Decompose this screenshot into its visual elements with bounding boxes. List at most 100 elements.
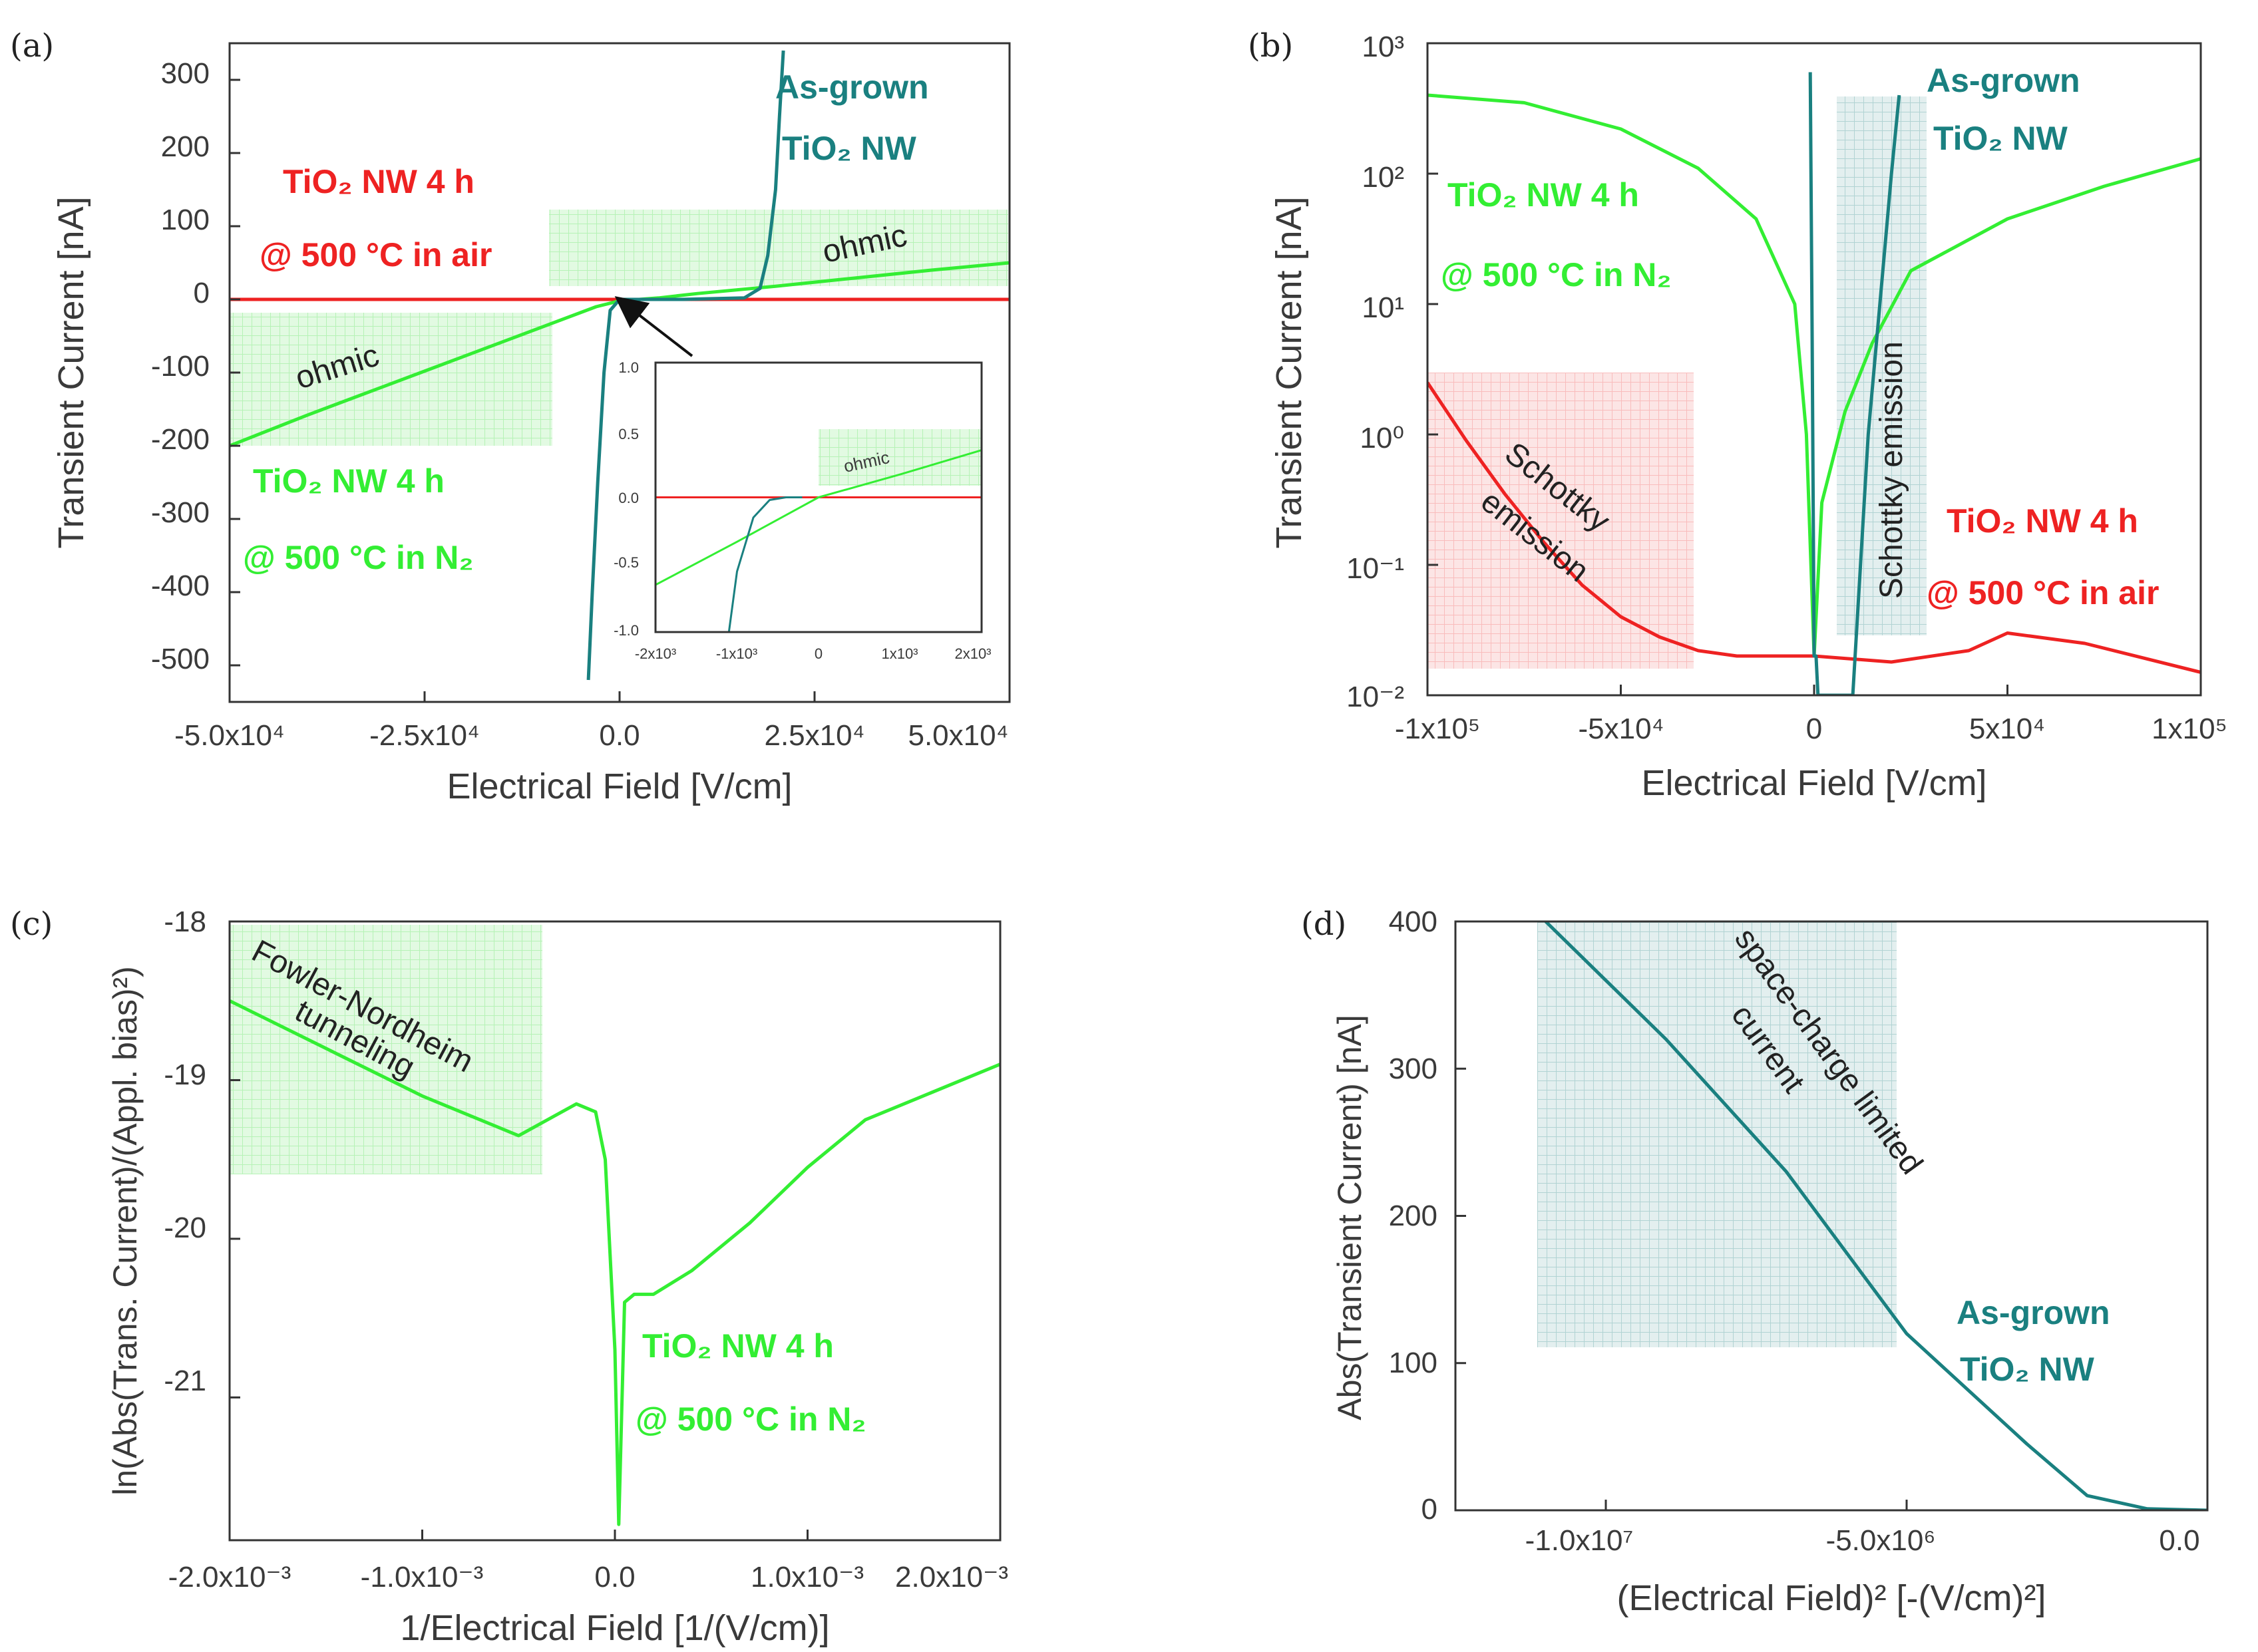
panel-a-ticks bbox=[228, 79, 1011, 702]
d-xtick-0: 0.0 bbox=[2159, 1524, 2199, 1557]
c-ytick-minus20: -20 bbox=[164, 1212, 206, 1244]
a-inset-xtick-2k: 2x10³ bbox=[954, 645, 991, 662]
a-inset-ytick-0.5: 0.5 bbox=[618, 426, 639, 442]
a-ytick-100: 100 bbox=[161, 204, 210, 236]
d-x-axis-label: (Electrical Field)² [-(V/cm)²] bbox=[1617, 1578, 2046, 1618]
panel-a: (a) 300 200 100 0 -100 -200 -300 -400 -5… bbox=[10, 27, 1011, 806]
series-line-as-grown-tio2-nw bbox=[1544, 921, 2207, 1510]
panel-c-ticks bbox=[228, 920, 1002, 1540]
series-line-tio2-nw-4-h-500-c-in-air bbox=[1427, 381, 2201, 674]
b-ytick-1e1: 10¹ bbox=[1362, 291, 1404, 324]
panel-b: (b) 10³ 10² 10¹ 10⁰ 10⁻¹ 10⁻² -1x10⁵ -5x… bbox=[1248, 27, 2227, 803]
b-x-axis-label: Electrical Field [V/cm] bbox=[1641, 763, 1986, 803]
b-label-asgrown-2: TiO₂ NW bbox=[1933, 120, 2068, 157]
a-ytick-0: 0 bbox=[194, 277, 210, 309]
b-ytick-1e3: 10³ bbox=[1362, 31, 1404, 63]
series-line-as-grown bbox=[727, 496, 803, 632]
c-label-n2-1: TiO₂ NW 4 h bbox=[642, 1327, 834, 1365]
b-y-axis-label: Transient Current [nA] bbox=[1269, 196, 1309, 548]
d-xtick-minus1e7: -1.0x10⁷ bbox=[1525, 1524, 1634, 1557]
b-ytick-1e2: 10² bbox=[1362, 161, 1404, 194]
panel-b-ticks bbox=[1426, 42, 2202, 697]
series-line-as-grown-tio2-nw bbox=[586, 50, 785, 681]
a-inset-xtick-minus1k: -1x10³ bbox=[716, 645, 757, 662]
a-ytick-minus400: -400 bbox=[151, 570, 210, 602]
panel-c-curves bbox=[230, 999, 1000, 1526]
c-x-axis-label: 1/Electrical Field [1/(V/cm)] bbox=[400, 1608, 829, 1648]
b-xtick-50k: 5x10⁴ bbox=[1969, 713, 2045, 745]
b-ytick-1e-1: 10⁻¹ bbox=[1346, 552, 1404, 585]
panel-c: (c) -18 -19 -20 -21 -2.0x10⁻³ -1.0x10⁻³ … bbox=[10, 906, 1008, 1648]
b-label-n2-2: @ 500 °C in N₂ bbox=[1441, 256, 1672, 293]
b-ytick-1e0: 10⁰ bbox=[1360, 422, 1404, 454]
d-xtick-minus5e6: -5.0x10⁶ bbox=[1826, 1524, 1936, 1557]
a-label-n2-2: @ 500 °C in N₂ bbox=[243, 539, 474, 576]
ohmic-region-shade-right bbox=[549, 210, 1008, 286]
series-line-n2 bbox=[656, 449, 982, 586]
panel-label-d: (d) bbox=[1301, 906, 1346, 943]
c-label-n2-2: @ 500 °C in N₂ bbox=[636, 1401, 866, 1438]
c-fn-shade bbox=[230, 925, 542, 1174]
a-y-axis-label: Transient Current [nA] bbox=[51, 196, 91, 548]
a-label-n2-1: TiO₂ NW 4 h bbox=[253, 462, 445, 500]
panel-d-ticks bbox=[1455, 920, 2209, 1512]
panel-label-b: (b) bbox=[1248, 27, 1293, 65]
d-ytick-400: 400 bbox=[1389, 906, 1437, 938]
a-xtick-50k: 5.0x10⁴ bbox=[908, 719, 1008, 752]
c-ytick-minus18: -18 bbox=[164, 906, 206, 938]
panel-label-a: (a) bbox=[10, 27, 54, 65]
d-sclc-shade bbox=[1537, 921, 1897, 1347]
a-label-asgrown-1: As-grown bbox=[775, 69, 929, 106]
panel-d-curves bbox=[1544, 921, 2207, 1510]
a-xtick-25k: 2.5x10⁴ bbox=[764, 719, 864, 752]
a-ytick-200: 200 bbox=[161, 130, 210, 163]
a-ytick-300: 300 bbox=[161, 57, 210, 90]
panel-b-curves bbox=[1427, 72, 2201, 695]
a-xtick-minus25k: -2.5x10⁴ bbox=[369, 719, 480, 752]
d-ytick-100: 100 bbox=[1389, 1347, 1437, 1379]
c-xtick-2e-3: 2.0x10⁻³ bbox=[895, 1561, 1008, 1593]
c-ytick-minus21: -21 bbox=[164, 1365, 206, 1397]
c-ytick-minus19: -19 bbox=[164, 1059, 206, 1091]
b-label-asgrown-1: As-grown bbox=[1927, 62, 2080, 99]
c-xtick-minus2e-3: -2.0x10⁻³ bbox=[168, 1561, 291, 1593]
b-ytick-1e-2: 10⁻² bbox=[1346, 681, 1404, 713]
b-schottky-shade-red bbox=[1427, 373, 1694, 669]
a-inset-xtick-0: 0 bbox=[815, 645, 823, 662]
a-x-axis-label: Electrical Field [V/cm] bbox=[447, 766, 792, 806]
d-label-asgrown-1: As-grown bbox=[1957, 1294, 2110, 1331]
b-xtick-0: 0 bbox=[1806, 713, 1822, 745]
a-label-air-2: @ 500 °C in air bbox=[260, 236, 492, 273]
a-inset-border bbox=[654, 361, 983, 633]
b-label-air-1: TiO₂ NW 4 h bbox=[1947, 502, 2138, 540]
c-y-axis-label: ln(Abs(Trans. Current)/(Appl. bias)²) bbox=[106, 966, 144, 1496]
a-ytick-minus100: -100 bbox=[151, 350, 210, 383]
b-xtick-minus100k: -1x10⁵ bbox=[1395, 713, 1480, 745]
a-inset-xtick-1k: 1x10³ bbox=[881, 645, 918, 662]
a-inset-ytick-minus0.5: -0.5 bbox=[614, 554, 639, 571]
b-label-n2-1: TiO₂ NW 4 h bbox=[1447, 176, 1639, 214]
a-ytick-minus300: -300 bbox=[151, 496, 210, 529]
panel-label-c: (c) bbox=[10, 906, 53, 943]
d-ytick-300: 300 bbox=[1389, 1053, 1437, 1085]
a-xtick-minus50k: -5.0x10⁴ bbox=[174, 719, 285, 752]
b-schottky-label-vertical: Schottky emission bbox=[1874, 341, 1909, 599]
a-inset-curves bbox=[656, 449, 982, 632]
a-inset-ytick-minus1: -1.0 bbox=[614, 622, 639, 639]
panel-d: (d) 400 300 200 100 0 -1.0x10⁷ -5.0x10⁶ … bbox=[1301, 906, 2209, 1618]
d-y-axis-label: Abs(Transient Current) [nA] bbox=[1331, 1015, 1368, 1420]
b-label-air-2: @ 500 °C in air bbox=[1927, 574, 2159, 611]
series-line-as-grown-tio2-nw bbox=[1808, 72, 1901, 695]
b-xtick-minus50k: -5x10⁴ bbox=[1579, 713, 1664, 745]
a-xtick-0: 0.0 bbox=[599, 719, 640, 752]
d-ytick-0: 0 bbox=[1421, 1493, 1437, 1526]
a-inset-ytick-0: 0.0 bbox=[618, 490, 639, 506]
a-inset-xtick-minus2k: -2x10³ bbox=[635, 645, 676, 662]
d-ytick-200: 200 bbox=[1389, 1200, 1437, 1232]
a-inset-ytick-1: 1.0 bbox=[618, 359, 639, 376]
c-xtick-1e-3: 1.0x10⁻³ bbox=[751, 1561, 864, 1593]
a-inset-pointer-arrow bbox=[614, 296, 693, 357]
c-xtick-0: 0.0 bbox=[594, 1561, 635, 1593]
a-ytick-minus500: -500 bbox=[151, 643, 210, 675]
